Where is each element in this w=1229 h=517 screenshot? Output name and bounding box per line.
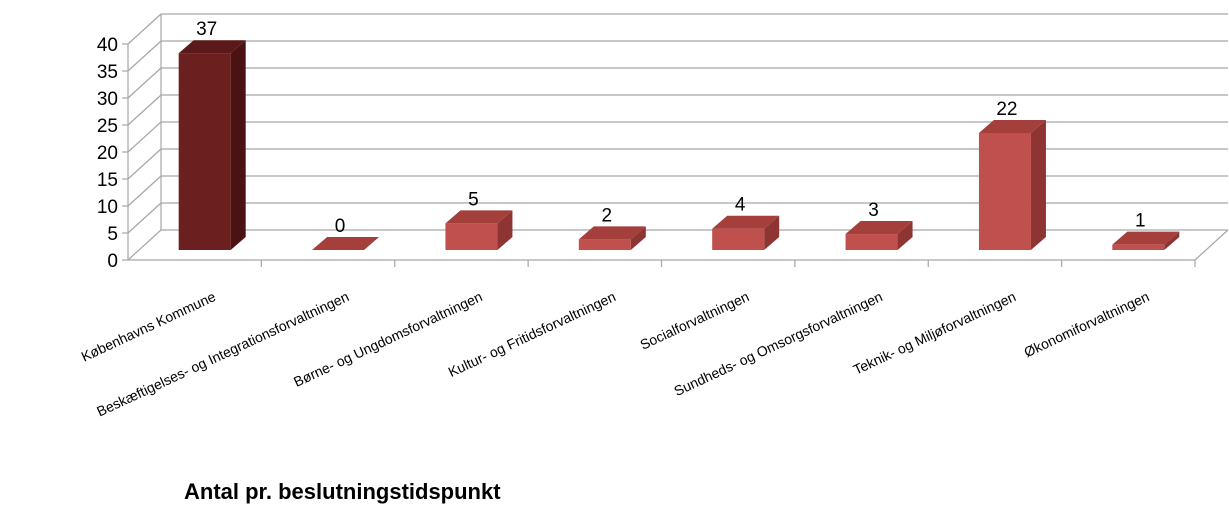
bar-top bbox=[178, 40, 246, 54]
x-tick-label: Beskæftigelses- og Integrationsforvaltni… bbox=[94, 288, 351, 419]
bar-side bbox=[1030, 119, 1046, 251]
bar bbox=[978, 119, 1046, 251]
bar-top bbox=[845, 221, 913, 235]
gridline-side bbox=[127, 67, 162, 99]
y-tick-label: 35 bbox=[97, 62, 118, 83]
bar-front bbox=[445, 223, 498, 250]
gridline-side bbox=[127, 13, 162, 45]
y-tick-label: 40 bbox=[97, 35, 118, 56]
y-tick-label: 10 bbox=[97, 197, 118, 218]
gridline-side bbox=[127, 94, 162, 126]
gridline-side bbox=[127, 121, 162, 153]
bar-front bbox=[1112, 244, 1165, 250]
bar-side bbox=[1164, 231, 1180, 250]
x-tick-label: Sundheds- og Omsorgsforvaltningen bbox=[671, 288, 884, 399]
bar bbox=[178, 40, 246, 251]
data-label: 22 bbox=[996, 99, 1017, 120]
y-tick-label: 20 bbox=[97, 143, 118, 164]
data-label: 0 bbox=[335, 216, 346, 237]
bar-front bbox=[178, 53, 231, 251]
bar-top bbox=[578, 226, 646, 240]
x-tick-label: Økonomiforvaltningen bbox=[1021, 288, 1151, 360]
y-tick-label: 15 bbox=[97, 170, 118, 191]
bar-front bbox=[578, 239, 631, 250]
bar-top bbox=[312, 237, 380, 250]
data-label: 5 bbox=[468, 189, 479, 210]
bar-front bbox=[845, 234, 898, 250]
y-tick-label: 0 bbox=[107, 251, 118, 272]
x-tick-label: Københavns Kommune bbox=[79, 288, 219, 364]
data-label: 1 bbox=[1135, 211, 1146, 232]
bar bbox=[578, 226, 646, 250]
y-tick-label: 30 bbox=[97, 89, 118, 110]
floor-right-edge bbox=[1194, 229, 1229, 261]
data-label: 3 bbox=[868, 200, 879, 221]
y-tick-label: 5 bbox=[107, 224, 118, 245]
gridline-side bbox=[127, 175, 162, 207]
bar bbox=[712, 215, 780, 250]
x-tick-label: Socialforvaltningen bbox=[637, 288, 751, 352]
gridline-side bbox=[127, 229, 162, 261]
bar bbox=[445, 210, 513, 250]
bar bbox=[845, 221, 913, 250]
bar-side bbox=[497, 210, 513, 250]
bar-front bbox=[712, 228, 765, 250]
y-axis: 0 5 10 15 20 25 30 35 40 bbox=[97, 35, 129, 272]
bar-side bbox=[630, 226, 646, 250]
bar-top bbox=[978, 119, 1046, 133]
bar-side bbox=[897, 221, 913, 250]
gridline-side bbox=[127, 148, 162, 180]
bar-top bbox=[712, 215, 780, 229]
data-label: 37 bbox=[196, 19, 217, 40]
bar-side bbox=[230, 40, 246, 251]
bar-top bbox=[1112, 231, 1180, 245]
bar-side bbox=[764, 215, 780, 250]
bar bbox=[312, 237, 380, 250]
bar bbox=[1112, 231, 1180, 250]
bar-top bbox=[445, 210, 513, 224]
chart-title: Antal pr. beslutningstidspunkt bbox=[184, 479, 501, 504]
y-tick-label: 25 bbox=[97, 116, 118, 137]
gridline-side bbox=[127, 40, 162, 72]
bar-front bbox=[978, 132, 1031, 250]
gridline-side bbox=[127, 202, 162, 234]
chart-gridlines bbox=[127, 13, 1229, 261]
data-label: 2 bbox=[602, 205, 613, 226]
data-label: 4 bbox=[735, 195, 746, 216]
